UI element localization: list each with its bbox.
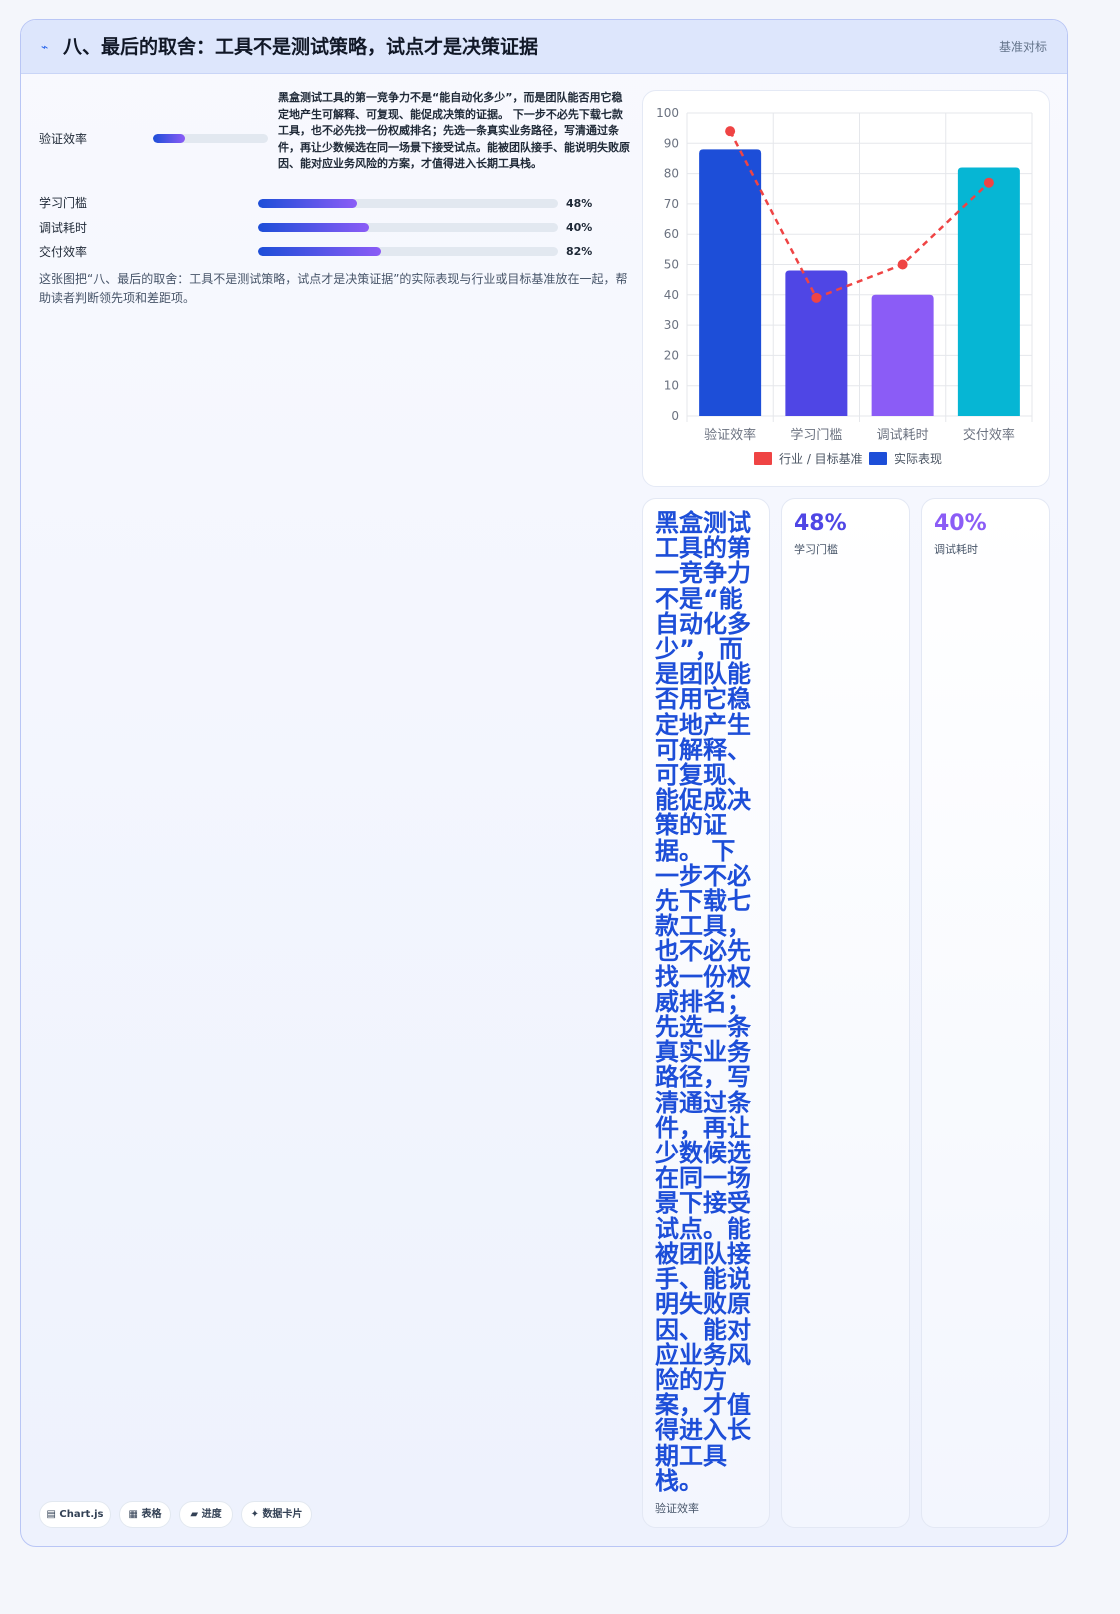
benchmark-point-2 [897,259,908,270]
pill-table[interactable]: ▦ 表格 [119,1501,171,1528]
metric-fill-2 [258,223,369,232]
pill-chartjs[interactable]: ▤ Chart.js [39,1501,111,1528]
pill-label: 表格 [141,1509,162,1520]
pill-progress[interactable]: ▰ 进度 [179,1501,233,1528]
stat-value-2: 40% [934,511,987,536]
pill-data-card[interactable]: ✦ 数据卡片 [241,1501,312,1528]
metric-label-0: 验证效率 [39,132,88,146]
benchmark-point-1 [811,292,822,303]
y-tick-label: 80 [664,167,679,181]
benchmark-line [729,130,990,300]
stat-value-1: 48% [794,511,847,536]
x-tick-label: 学习门槛 [790,427,842,443]
metric-label-1: 学习门槛 [39,196,88,210]
benchmark-tag: 基准对标 [998,40,1047,54]
section-title: 八、最后的取舍：工具不是测试策略，试点才是决策证据 [63,36,539,58]
metric-value-2: 40% [566,221,593,234]
metric-fill-1 [258,199,357,208]
y-tick-label: 100 [656,106,679,120]
metric-label-2: 调试耗时 [39,221,88,235]
bar-0 [699,149,762,417]
y-tick-label: 30 [664,318,679,332]
pill-label: Chart.js [59,1509,104,1520]
metric-fill-0 [153,134,186,143]
y-tick-label: 0 [671,409,679,423]
sparkle-icon: ✦ [250,1509,259,1520]
benchmark-chart: 0 10 20 30 40 50 60 70 80 90 100 验证效率 学习门槛 调试耗时 交付效率行业… [656,106,1033,466]
lead-paragraph: 黑盒测试工具的第一竞争力不是“能自动化多少”，而是团队能否用它稳定地产生可解释、… [278,91,630,170]
progress-icon: ▰ [190,1509,199,1520]
stat-value-0: 黑盒测试工具的第一竞争力不是“能自动化多少”，而是团队能否用它稳定地产生可解释、… [655,509,751,1495]
pill-label: 进度 [201,1509,222,1520]
stat-card-1: 48% 学习门槛 [781,498,910,1528]
benchmark-point-0 [725,126,736,137]
metric-track-1 [258,199,558,208]
chart-icon: ▤ [46,1509,56,1520]
bar-2 [871,294,934,416]
y-tick-label: 50 [664,258,679,272]
y-tick-label: 90 [664,136,679,150]
stat-label-2: 调试耗时 [934,543,978,556]
y-tick-label: 60 [664,227,679,241]
bar-1 [785,270,848,416]
metric-label-3: 交付效率 [39,245,88,259]
y-tick-label: 10 [664,379,679,393]
chart-panel: 0 10 20 30 40 50 60 70 80 90 100 验证效率 学习门槛 调试耗时 交付效率行业… [642,90,1050,487]
legend-swatch-1 [869,452,887,465]
x-tick-label: 调试耗时 [877,428,929,443]
legend-swatch-0 [754,452,772,465]
legend-label-0: 行业 / 目标基准 [779,452,863,466]
x-tick-label: 验证效率 [704,427,756,443]
bolt-icon: ⌁ [41,40,49,54]
legend-label-1: 实际表现 [894,451,942,466]
chart-description: 这张图把“八、最后的取舍：工具不是测试策略，试点才是决策证据”的实际表现与行业或… [39,272,628,305]
stat-card-0: 黑盒测试工具的第一竞争力不是“能自动化多少”，而是团队能否用它稳定地产生可解释、… [642,498,770,1528]
stat-label-1: 学习门槛 [794,543,838,556]
bar-3 [957,167,1020,416]
card-header: ⌁ 八、最后的取舍：工具不是测试策略，试点才是决策证据 基准对标 [21,20,1067,74]
y-tick-label: 20 [664,348,679,362]
y-tick-label: 40 [664,288,679,302]
x-tick-label: 交付效率 [963,427,1015,443]
pill-label: 数据卡片 [262,1509,303,1520]
stat-card-2: 40% 调试耗时 [921,498,1050,1528]
table-icon: ▦ [128,1509,138,1520]
stat-label-0: 验证效率 [655,1502,699,1515]
metric-value-1: 48% [566,197,593,210]
metric-track-3 [258,247,558,256]
benchmark-point-3 [983,177,994,188]
y-tick-label: 70 [664,197,679,211]
metric-track-0 [153,134,268,143]
metric-fill-3 [258,247,381,256]
metric-value-3: 82% [566,245,593,258]
benchmark-card: ⌁ 八、最后的取舍：工具不是测试策略，试点才是决策证据 基准对标 验证效率 学习… [20,19,1068,1547]
metric-track-2 [258,223,558,232]
